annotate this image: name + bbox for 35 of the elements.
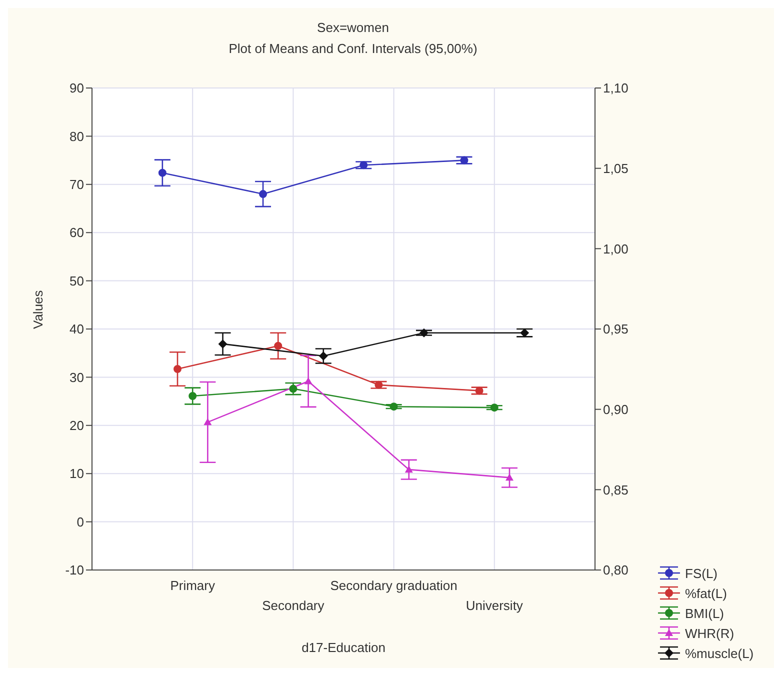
y-tick-label: 70	[70, 177, 84, 192]
chart-title: Sex=women	[316, 20, 390, 35]
y2-tick-label: 0,80	[603, 562, 628, 578]
legend-label: BMI(L)	[685, 606, 724, 620]
y-tick-label: 40	[70, 322, 84, 337]
x-axis-title: d17-Education	[302, 640, 386, 655]
y2-tick-label: 0,85	[603, 482, 628, 498]
y-axis-title: Values	[30, 290, 46, 329]
y2-tick-label: 1,00	[603, 241, 628, 256]
y-tick-label: 50	[70, 273, 84, 288]
x-tick-label: University	[466, 598, 524, 613]
y-tick-label: 90	[70, 80, 84, 96]
point	[505, 474, 514, 481]
legend-label: FS(L)	[685, 566, 718, 580]
y-tick-label: 30	[70, 370, 84, 385]
y2-tick-label: 1,10	[603, 80, 628, 96]
chart-subtitle: Plot of Means and Conf. Intervals (95,00%)	[228, 41, 478, 56]
y-tick-label: -10	[65, 562, 84, 578]
point	[204, 418, 212, 426]
point	[404, 466, 413, 473]
y-tick-label: 60	[70, 225, 84, 240]
y2-tick-label: 0,95	[603, 322, 628, 337]
y-tick-label: 10	[70, 466, 84, 482]
point	[304, 377, 312, 384]
y2-tick-label: 0,90	[603, 402, 628, 417]
legend-label: %muscle(L)	[685, 646, 754, 660]
y-tick-label: 80	[70, 128, 84, 144]
legend-label: WHR(R)	[685, 626, 734, 640]
x-tick-label: Secondary	[262, 598, 325, 613]
y-tick-label: 0	[76, 514, 84, 530]
x-tick-label: Primary	[170, 578, 216, 593]
y-tick-label: 20	[70, 418, 84, 434]
y2-tick-label: 1,05	[603, 160, 628, 176]
x-tick-label: Secondary graduation	[330, 578, 458, 593]
legend-label: %fat(L)	[685, 586, 727, 600]
